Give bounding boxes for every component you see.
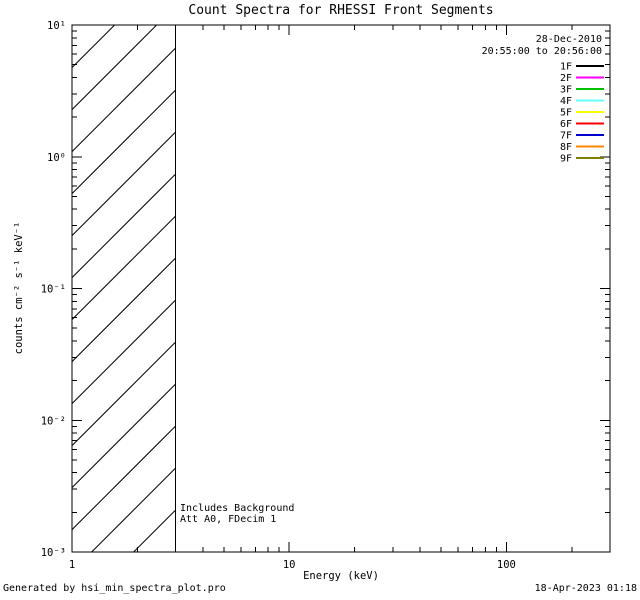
y-tick-label: 10⁻² [41,415,66,427]
legend-label-3F: 3F [560,85,572,96]
legend-label-8F: 8F [560,142,572,153]
annotation-includes-background: Includes Background [180,503,294,514]
legend-time-range: 20:55:00 to 20:56:00 [482,46,602,57]
tick-labels: 1 10 100 10⁻³ 10⁻² 10⁻¹ 10⁰ 10¹ [41,20,516,571]
footer-timestamp: 18-Apr-2023 01:18 [535,583,637,594]
chart-title: Count Spectra for RHESSI Front Segments [188,3,493,18]
chart-layer: 1 10 100 10⁻³ 10⁻² 10⁻¹ 10⁰ 10¹ 28-Dec-201020:55… [41,20,611,571]
hatched-region [72,25,176,552]
legend-label-2F: 2F [560,73,572,84]
y-tick-label: 10⁻¹ [41,284,66,296]
annotation-attenuator: Att A0, FDecim 1 [180,514,276,525]
footer-generated-by: Generated by hsi_min_spectra_plot.pro [3,583,226,594]
legend-label-7F: 7F [560,131,572,142]
y-tick-label: 10¹ [47,20,66,32]
y-tick-label: 10⁰ [47,152,66,164]
x-axis-label: Energy (keV) [303,570,379,582]
y-tick-label: 10⁻³ [41,547,66,559]
legend-label-6F: 6F [560,119,572,130]
plot-frame [71,24,611,553]
legend-label-5F: 5F [560,108,572,119]
x-tick-label: 10 [283,559,296,571]
y-axis-label: counts cm⁻² s⁻¹ keV⁻¹ [13,222,25,355]
x-tick-label: 1 [69,559,75,571]
legend-label-9F: 9F [560,154,572,165]
x-tick-label: 100 [497,559,516,571]
legend-date: 28-Dec-2010 [536,34,602,45]
legend-label-4F: 4F [560,96,572,107]
legend-label-1F: 1F [560,62,572,73]
axes [71,24,611,553]
